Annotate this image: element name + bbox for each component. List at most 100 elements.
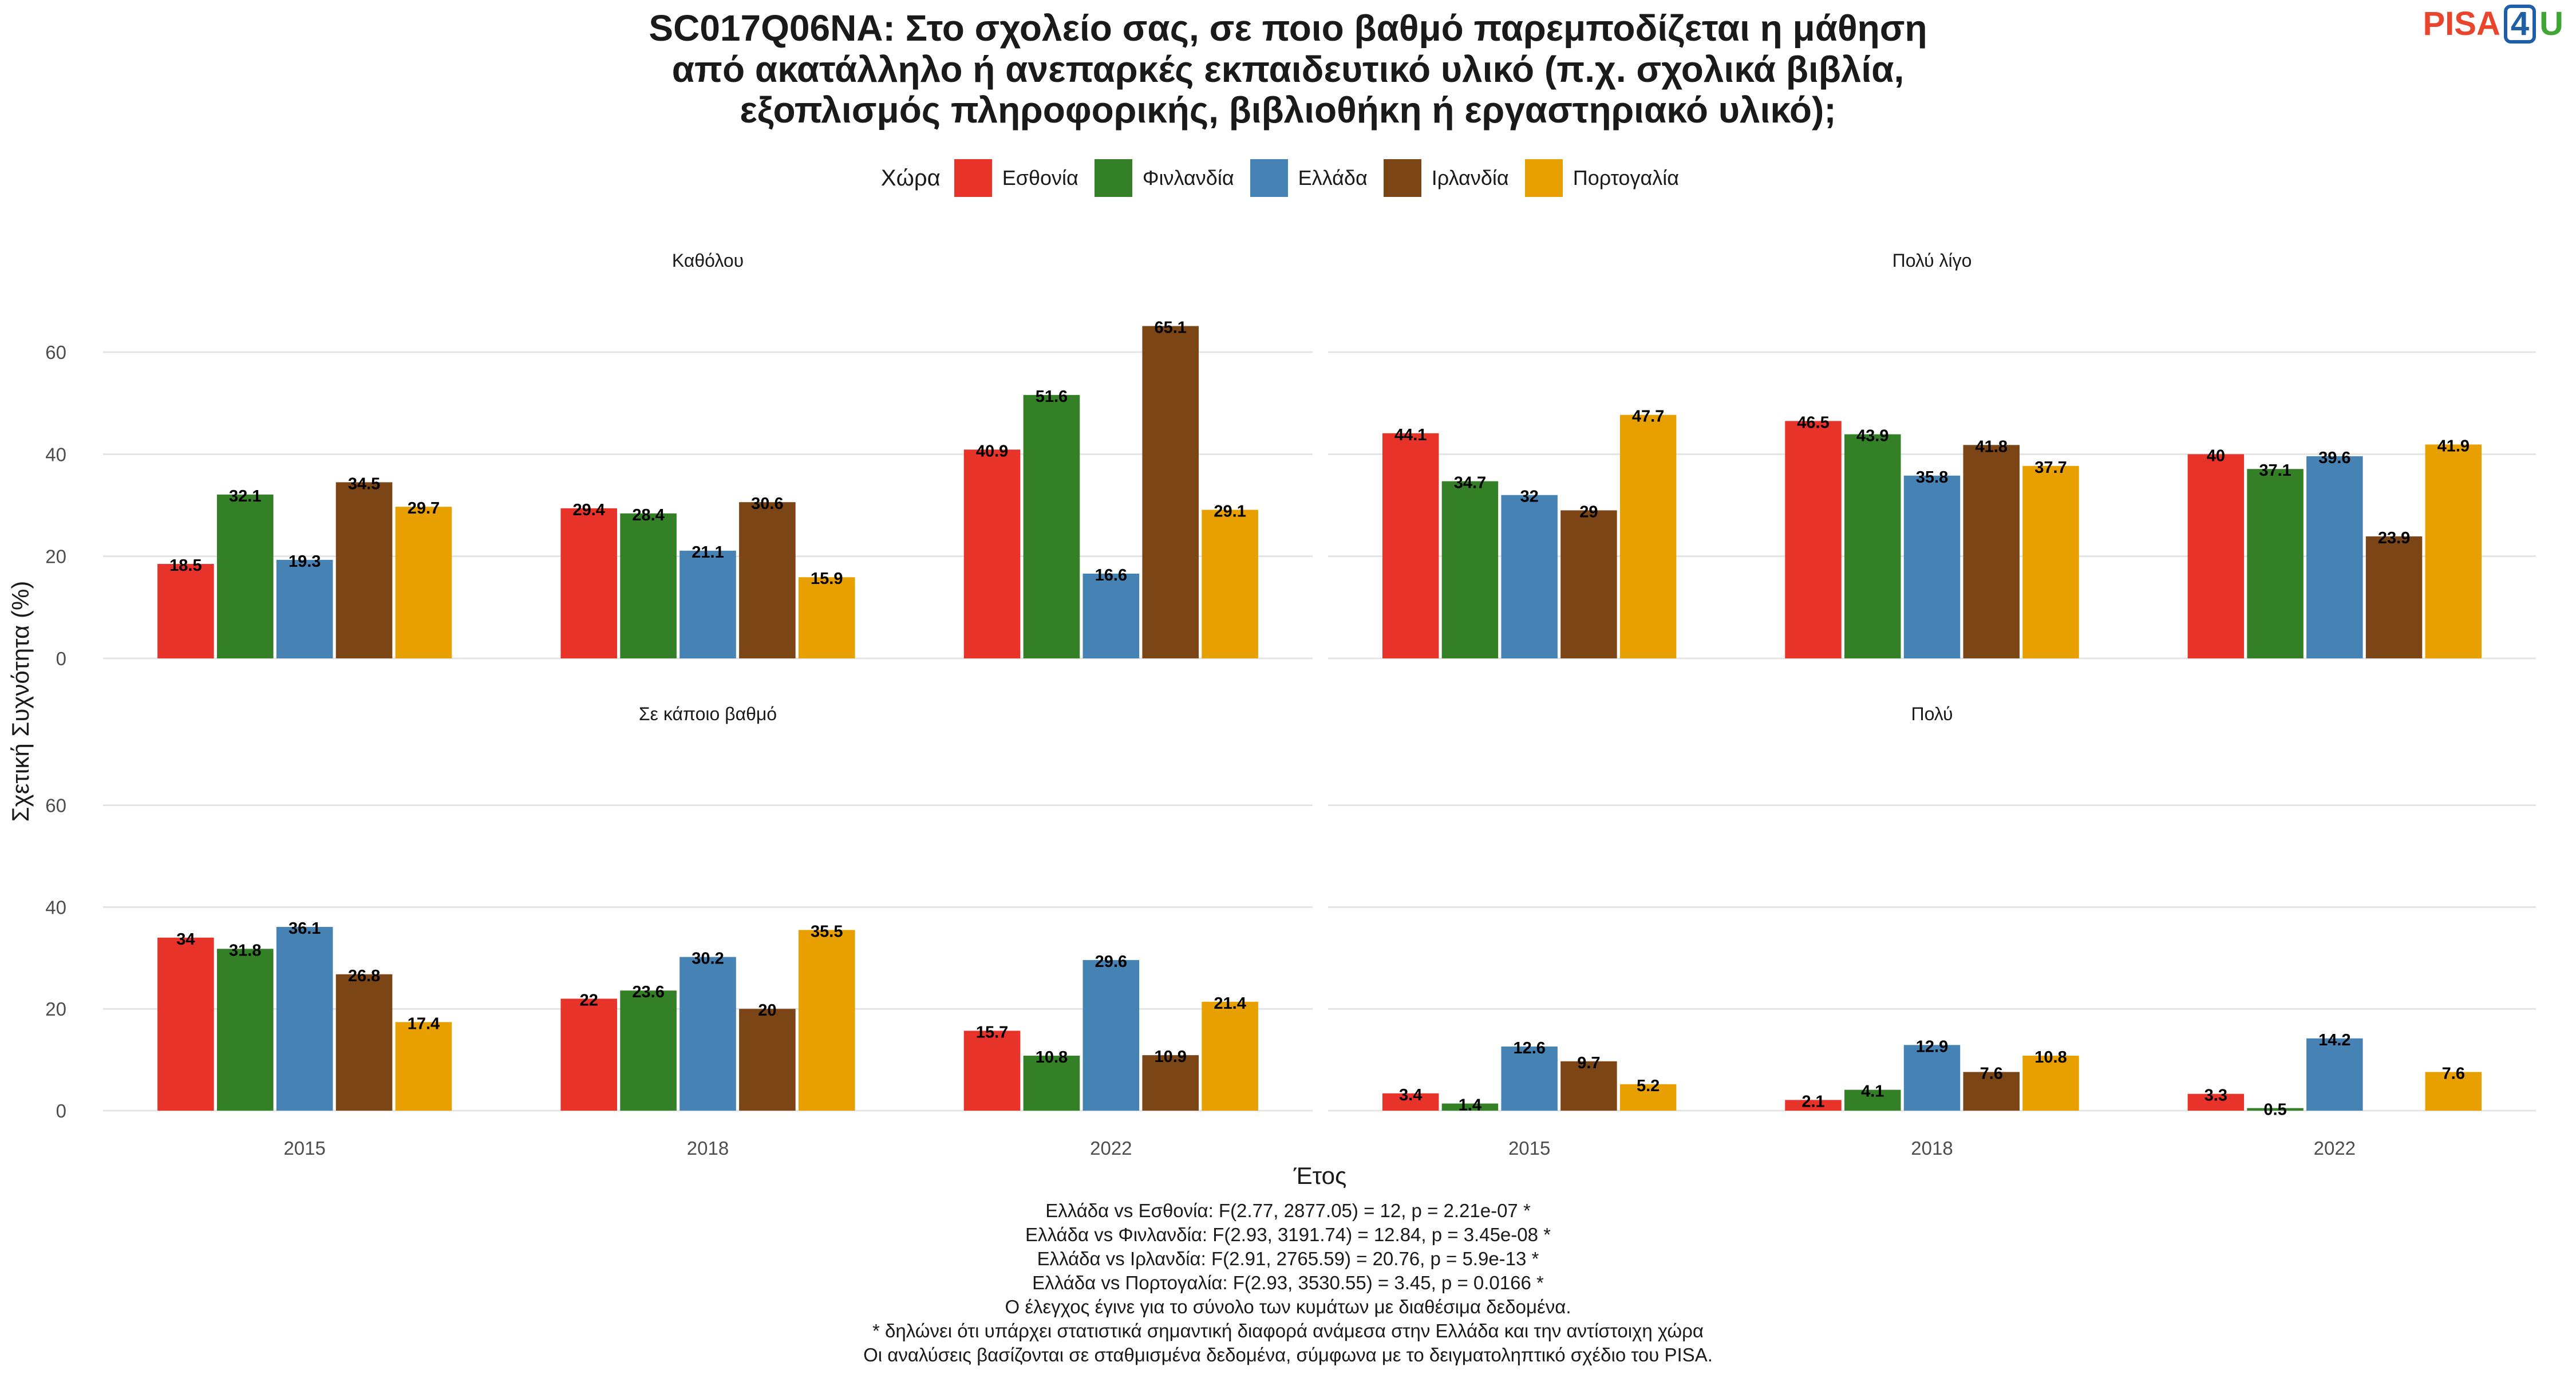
data-label: 40.9 (976, 442, 1008, 460)
bar (1560, 510, 1617, 658)
bar (216, 949, 274, 1111)
x-tick-label: 2015 (283, 1138, 325, 1159)
y-tick-label: 20 (45, 998, 66, 1020)
data-label: 23.9 (2378, 529, 2410, 547)
caption-line-1: Ελλάδα vs Εσθονία: F(2.77, 2877.05) = 12… (1045, 1200, 1531, 1221)
bar (157, 937, 214, 1111)
bar (1023, 394, 1080, 658)
y-axis-title: Σχετική Συχνότητα (%) (7, 581, 34, 822)
bar (798, 577, 855, 658)
bar (1082, 573, 1140, 658)
x-tick-label: 2018 (687, 1138, 729, 1159)
data-label: 43.9 (1856, 427, 1888, 445)
legend-item: Εσθονία (954, 159, 1078, 197)
y-tick-label: 40 (45, 897, 66, 918)
data-label: 29.6 (1095, 953, 1127, 971)
data-label: 32 (1520, 488, 1539, 506)
bar (1501, 495, 1558, 658)
bar (395, 507, 452, 658)
legend-item: Ιρλανδία (1383, 159, 1509, 197)
legend-swatch (954, 159, 992, 197)
data-label: 34.5 (348, 475, 380, 493)
legend-swatch (1524, 159, 1563, 197)
logo-text-pisa: PISA (2423, 5, 2500, 42)
panel-label: Καθόλου (672, 250, 744, 271)
bar (395, 1022, 452, 1111)
caption-line-5: Ο έλεγχος έγινε για το σύνολο των κυμάτω… (1005, 1296, 1571, 1317)
data-label: 46.5 (1797, 413, 1829, 432)
bar (798, 930, 855, 1111)
legend-item: Πορτογαλία (1524, 159, 1679, 197)
title-line-2: από ακατάλληλο ή ανεπαρκές εκπαιδευτικό … (671, 48, 1905, 90)
legend: Χώρα Εσθονία Φινλανδία Ελλάδα Ιρλανδία Πορτο… (0, 159, 2576, 197)
caption-line-2: Ελλάδα vs Φινλανδία: F(2.93, 3191.74) = … (1025, 1224, 1551, 1245)
legend-item: Φινλανδία (1094, 159, 1234, 197)
data-label: 34 (176, 930, 195, 949)
bar (963, 449, 1021, 658)
bar (739, 1009, 796, 1111)
bar (2306, 1038, 2363, 1111)
data-label: 22 (580, 991, 598, 1009)
bar (2187, 1093, 2245, 1111)
bar (1619, 414, 1677, 658)
bar (2187, 454, 2245, 658)
bar (739, 502, 796, 658)
bar (1382, 433, 1439, 658)
data-label: 15.9 (811, 570, 843, 588)
x-tick-label: 2022 (1090, 1138, 1132, 1159)
y-tick-label: 40 (45, 444, 66, 465)
panel-label: Πολύ λίγο (1893, 250, 1972, 271)
data-label: 23.6 (632, 983, 664, 1001)
bar (1785, 421, 1842, 658)
pisa4u-logo: PISA 4 U (2423, 5, 2563, 44)
data-label: 44.1 (1394, 426, 1427, 444)
data-label: 2.1 (1801, 1092, 1824, 1111)
bar (216, 494, 274, 658)
caption-line-6: * δηλώνει ότι υπάρχει στατιστικά σημαντι… (872, 1320, 1704, 1341)
bar (1903, 1045, 1961, 1111)
data-label: 15.7 (976, 1023, 1008, 1041)
data-label: 0.5 (2263, 1101, 2286, 1119)
data-label: 29 (1579, 503, 1598, 521)
bar (1844, 434, 1901, 658)
data-label: 32.1 (229, 487, 261, 506)
logo-text-u: U (2539, 5, 2563, 42)
bar (276, 559, 333, 658)
data-label: 20 (758, 1001, 776, 1020)
bar (276, 927, 333, 1111)
y-tick-label: 0 (56, 1100, 66, 1122)
y-tick-label: 60 (45, 795, 66, 816)
legend-item: Ελλάδα (1250, 159, 1368, 197)
chart-caption: Ελλάδα vs Εσθονία: F(2.77, 2877.05) = 12… (0, 1199, 2576, 1367)
data-label: 31.8 (229, 941, 261, 960)
data-label: 7.6 (1980, 1064, 2003, 1083)
bar (2425, 444, 2482, 658)
legend-swatch (1250, 159, 1288, 197)
bar (2022, 465, 2079, 658)
caption-line-4: Ελλάδα vs Πορτογαλία: F(2.93, 3530.55) =… (1032, 1272, 1544, 1293)
data-label: 3.4 (1399, 1086, 1422, 1104)
bar (1441, 481, 1499, 658)
data-label: 65.1 (1154, 319, 1186, 337)
bar (1023, 1056, 1080, 1111)
y-tick-label: 0 (56, 648, 66, 669)
y-tick-label: 20 (45, 546, 66, 567)
panel-label: Πολύ (1911, 704, 1953, 724)
bar (2365, 536, 2423, 658)
data-label: 28.4 (632, 506, 664, 524)
bar (157, 564, 214, 658)
bar (2425, 1072, 2482, 1111)
data-label: 37.1 (2259, 461, 2291, 480)
data-label: 18.5 (169, 556, 202, 575)
title-line-1: SC017Q06NA: Στο σχολείο σας, σε ποιο βαθ… (649, 7, 1927, 49)
data-label: 41.8 (1976, 437, 2008, 456)
bar (620, 990, 677, 1111)
data-label: 40 (2207, 447, 2225, 465)
bar (1785, 1100, 1842, 1111)
data-label: 41.9 (2437, 437, 2470, 455)
legend-label: Φινλανδία (1142, 166, 1234, 189)
data-label: 21.1 (692, 543, 724, 562)
data-label: 30.2 (692, 950, 724, 968)
bar (679, 957, 736, 1111)
bar (2247, 469, 2304, 658)
